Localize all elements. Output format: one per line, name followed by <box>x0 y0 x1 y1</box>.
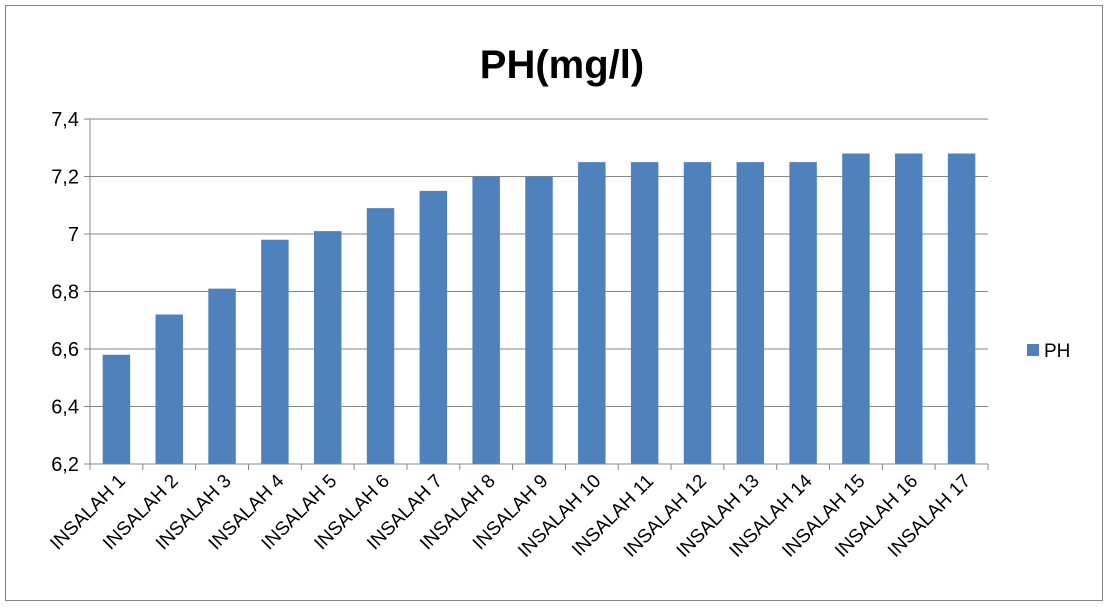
y-tick-label: 6,6 <box>51 339 79 361</box>
bar <box>472 176 500 464</box>
bar <box>313 231 342 464</box>
bar <box>947 153 976 464</box>
axes <box>84 118 989 470</box>
bar <box>630 162 659 464</box>
y-tick-label: 6,4 <box>51 397 79 419</box>
y-tick-label: 7 <box>68 224 79 246</box>
bars <box>102 153 976 464</box>
legend-swatch <box>1027 344 1039 356</box>
legend-label: PH <box>1044 341 1070 362</box>
legend: PH <box>1027 341 1070 362</box>
y-tick-labels: 6,2 6,4 6,6 6,8 7 7,2 7,4 <box>51 109 79 476</box>
bar <box>578 162 606 464</box>
bar <box>155 314 183 464</box>
bar <box>208 288 236 464</box>
bar <box>261 239 289 464</box>
bar <box>366 208 395 464</box>
bar <box>419 190 448 464</box>
bar <box>789 162 817 464</box>
bar <box>683 162 712 464</box>
chart-title: PH(mg/l) <box>480 43 644 87</box>
bar <box>842 153 870 464</box>
y-tick-label: 7,4 <box>51 109 79 131</box>
bar <box>895 153 923 464</box>
bar <box>102 354 131 464</box>
y-tick-label: 6,2 <box>51 454 79 476</box>
y-tick-label: 7,2 <box>51 167 79 189</box>
y-tick-label: 6,8 <box>51 282 79 304</box>
bar <box>736 162 765 464</box>
bar <box>525 176 553 464</box>
